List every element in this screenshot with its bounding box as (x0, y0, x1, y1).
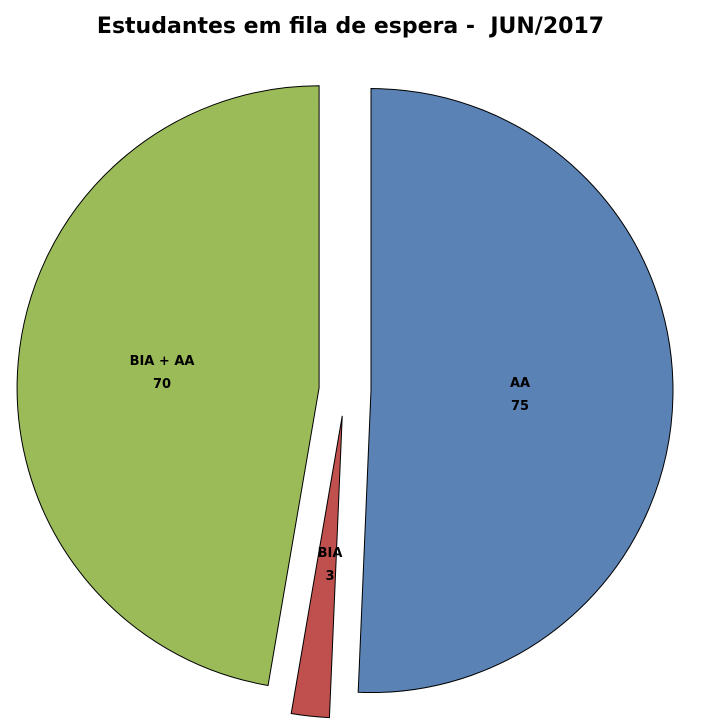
slice-label: AA (510, 376, 530, 391)
slice-value-label: 70 (153, 377, 171, 392)
slice-label: BIA (318, 546, 343, 561)
slice-value-label: 3 (325, 569, 334, 584)
pie-slice-aa (357, 88, 674, 694)
slice-label: BIA + AA (130, 354, 195, 369)
pie-slice-bia (290, 415, 343, 719)
slice-value-label: 75 (511, 399, 529, 414)
chart-title: Estudantes em fila de espera - JUN/2017 (96, 14, 605, 39)
pie-slice-bia-aa (16, 85, 320, 687)
